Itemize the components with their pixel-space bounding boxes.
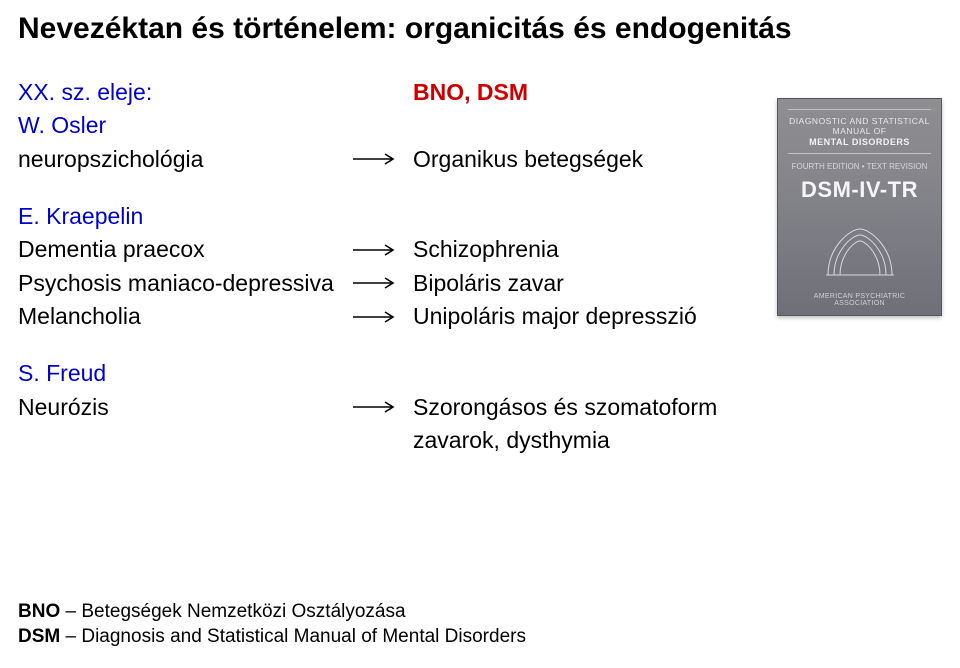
arrow-icon — [353, 276, 413, 290]
s3-header: S. Freud — [18, 357, 353, 390]
footer-line2: DSM – Diagnosis and Statistical Manual o… — [18, 624, 526, 650]
arrow-icon — [353, 243, 413, 257]
book-t3: MENTAL DISORDERS — [788, 137, 931, 147]
s3-row1-right-b: zavarok, dysthymia — [413, 424, 942, 457]
book-t2: MANUAL OF — [788, 126, 931, 136]
s1-line2-left: W. Osler — [18, 109, 353, 142]
footer-line1-rest: – Betegségek Nemzetközi Osztályozása — [60, 601, 405, 622]
book-publisher: AMERICAN PSYCHIATRIC ASSOCIATION — [788, 293, 931, 307]
arrow-icon — [353, 400, 413, 414]
book-dsm-label: DSM-IV-TR — [788, 177, 931, 203]
footer-line1-bold: BNO — [18, 601, 60, 622]
book-title-block: DIAGNOSTIC AND STATISTICAL MANUAL OF MEN… — [788, 109, 931, 154]
footer: BNO – Betegségek Nemzetközi Osztályozása… — [18, 599, 526, 650]
footer-line2-bold: DSM — [18, 626, 60, 647]
book-art-icon — [788, 211, 931, 293]
s1-line3-left: neuropszichológia — [18, 143, 353, 176]
footer-line2-rest: – Diagnosis and Statistical Manual of Me… — [60, 626, 526, 647]
page-title: Nevezéktan és történelem: organicitás és… — [18, 12, 942, 46]
book-cover: DIAGNOSTIC AND STATISTICAL MANUAL OF MEN… — [777, 98, 942, 316]
s2-row2-left: Psychosis maniaco-depressiva — [18, 267, 353, 300]
s2-row3-left: Melancholia — [18, 300, 353, 333]
book-edition: FOURTH EDITION • TEXT REVISION — [788, 162, 931, 171]
footer-line1: BNO – Betegségek Nemzetközi Osztályozása — [18, 599, 526, 625]
arrow-icon — [353, 152, 413, 166]
section-3: S. Freud Neurózis Szorongásos és szomato… — [18, 357, 942, 457]
s2-header: E. Kraepelin — [18, 200, 353, 233]
s3-row1-left: Neurózis — [18, 391, 353, 424]
arrow-icon — [353, 310, 413, 324]
s1-line1-left: XX. sz. eleje: — [18, 76, 353, 109]
s2-row1-left: Dementia praecox — [18, 233, 353, 266]
book-t1: DIAGNOSTIC AND STATISTICAL — [788, 116, 931, 126]
s3-row1-right-a: Szorongásos és szomatoform — [413, 391, 942, 424]
